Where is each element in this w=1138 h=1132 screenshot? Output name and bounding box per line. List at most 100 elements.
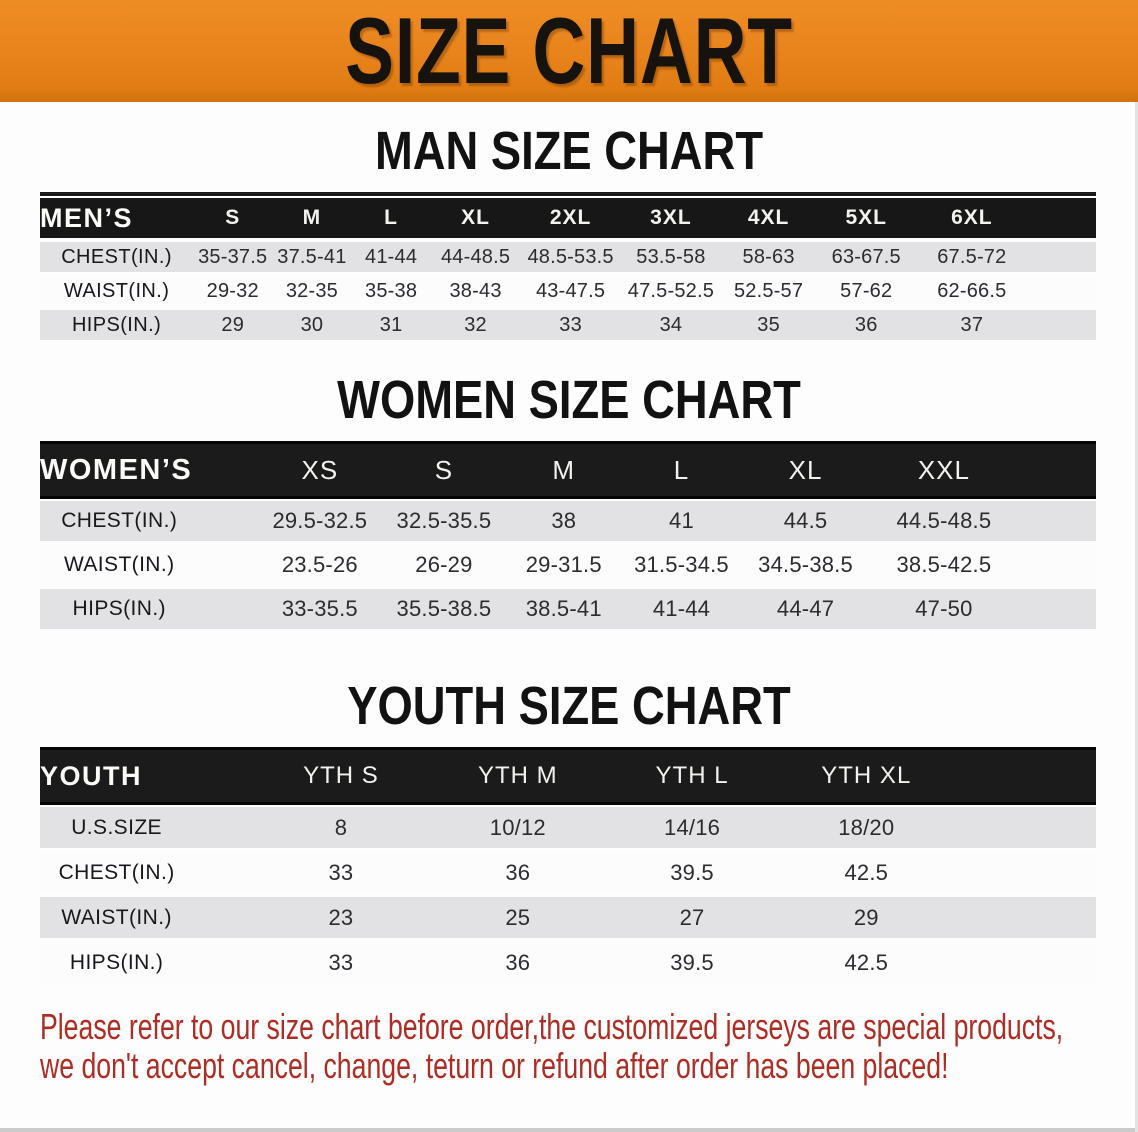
size-value-cell: 10/12 <box>430 805 605 850</box>
size-column-header: M <box>504 441 623 499</box>
table-row: WAIST(IN.) 23 25 27 29 <box>40 895 1096 940</box>
size-value-cell: 23 <box>251 895 431 940</box>
size-column-header: YTH XL <box>779 747 954 805</box>
size-value-cell: 48.5-53.5 <box>520 240 621 274</box>
size-column-header: 4XL <box>721 196 817 240</box>
size-value-cell: 41-44 <box>622 587 741 631</box>
size-value-cell: 26-29 <box>383 543 505 587</box>
size-value-cell: 35-38 <box>351 274 431 308</box>
size-column-header: XL <box>430 196 521 240</box>
size-value-cell: 38.5-41 <box>504 587 623 631</box>
table-row: CHEST(IN.) 29.5-32.5 32.5-35.5 38 41 44.5 44.5… <box>40 499 1096 543</box>
size-value-cell: 33-35.5 <box>256 587 384 631</box>
size-value-cell: 42.5 <box>779 850 954 895</box>
size-value-cell: 57-62 <box>816 274 917 308</box>
row-filler-cell <box>1016 587 1096 631</box>
measure-row-label: CHEST(IN.) <box>40 499 257 543</box>
header-filler-cell <box>1027 196 1096 240</box>
size-value-cell: 29.5-32.5 <box>256 499 384 543</box>
youth-section-heading: YOUTH SIZE CHART <box>347 676 791 736</box>
size-value-cell: 29-31.5 <box>504 543 623 587</box>
measure-row-label: CHEST(IN.) <box>40 850 252 895</box>
table-row: HIPS(IN.) 33 36 39.5 42.5 <box>40 940 1096 985</box>
row-filler-cell <box>1027 240 1096 274</box>
size-value-cell: 36 <box>816 308 917 342</box>
men-size-table: MEN’S S M L XL 2XL 3XL 4XL 5XL 6XL CHEST(IN.) 35-37… <box>40 192 1096 342</box>
row-filler-cell <box>1016 543 1096 587</box>
size-value-cell: 36 <box>430 940 605 985</box>
size-value-cell: 41-44 <box>351 240 431 274</box>
size-value-cell: 39.5 <box>604 850 780 895</box>
size-value-cell: 44-47 <box>740 587 872 631</box>
table-row: U.S.SIZE 8 10/12 14/16 18/20 <box>40 805 1096 850</box>
size-value-cell: 34 <box>620 308 722 342</box>
table-row: HIPS(IN.) 29 30 31 32 33 34 35 36 37 <box>40 308 1096 342</box>
size-value-cell: 29 <box>193 308 273 342</box>
size-value-cell: 33 <box>251 850 431 895</box>
size-value-cell: 38.5-42.5 <box>871 543 1017 587</box>
size-table-header-row: WOMEN’S XS S M L XL XXL <box>40 441 1096 499</box>
measure-row-label: WAIST(IN.) <box>40 895 252 940</box>
size-column-header: 5XL <box>816 196 917 240</box>
size-value-cell: 38 <box>504 499 623 543</box>
size-value-cell: 42.5 <box>779 940 954 985</box>
table-group-label: YOUTH <box>40 747 252 805</box>
table-row: CHEST(IN.) 33 36 39.5 42.5 <box>40 850 1096 895</box>
note-line-1: Please refer to our size chart before or… <box>40 1006 1064 1047</box>
size-value-cell: 31.5-34.5 <box>622 543 741 587</box>
measure-row-label: WAIST(IN.) <box>40 543 257 587</box>
table-row: CHEST(IN.) 35-37.5 37.5-41 41-44 44-48.5 48.5… <box>40 240 1096 274</box>
size-column-header: S <box>193 196 273 240</box>
section-women: WOMEN SIZE CHART WOMEN’S XS S M L XL XXL CHEST(… <box>0 373 1138 631</box>
size-column-header: S <box>383 441 505 499</box>
size-column-header: YTH L <box>604 747 780 805</box>
size-value-cell: 63-67.5 <box>816 240 917 274</box>
youth-size-table: YOUTH YTH S YTH M YTH L YTH XL U.S.SIZE 8 10/12… <box>40 747 1096 985</box>
footer-note: Please refer to our size chart before or… <box>40 1007 1096 1085</box>
size-column-header: 6XL <box>916 196 1028 240</box>
size-column-header: XS <box>256 441 384 499</box>
size-value-cell: 8 <box>251 805 431 850</box>
table-row: HIPS(IN.) 33-35.5 35.5-38.5 38.5-41 41-44 44-… <box>40 587 1096 631</box>
size-value-cell: 41 <box>622 499 741 543</box>
size-value-cell: 36 <box>430 850 605 895</box>
size-value-cell: 32-35 <box>272 274 352 308</box>
size-value-cell: 32.5-35.5 <box>383 499 505 543</box>
size-value-cell: 29-32 <box>193 274 273 308</box>
size-value-cell: 35-37.5 <box>193 240 273 274</box>
table-row: WAIST(IN.) 23.5-26 26-29 29-31.5 31.5-34.5 34… <box>40 543 1096 587</box>
size-column-header: 2XL <box>520 196 621 240</box>
row-filler-cell <box>1027 308 1096 342</box>
size-value-cell: 44.5 <box>740 499 872 543</box>
size-column-header: M <box>272 196 352 240</box>
size-value-cell: 27 <box>604 895 780 940</box>
size-value-cell: 14/16 <box>604 805 780 850</box>
size-value-cell: 25 <box>430 895 605 940</box>
size-column-header: 3XL <box>620 196 722 240</box>
size-column-header: L <box>622 441 741 499</box>
size-table-header-row: YOUTH YTH S YTH M YTH L YTH XL <box>40 747 1096 805</box>
table-group-label: WOMEN’S <box>40 441 257 499</box>
size-value-cell: 34.5-38.5 <box>740 543 872 587</box>
measure-row-label: WAIST(IN.) <box>40 274 194 308</box>
size-value-cell: 37 <box>916 308 1028 342</box>
size-column-header: YTH S <box>251 747 431 805</box>
measure-row-label: CHEST(IN.) <box>40 240 194 274</box>
size-value-cell: 44-48.5 <box>430 240 521 274</box>
table-row: WAIST(IN.) 29-32 32-35 35-38 38-43 43-47.5 47.… <box>40 274 1096 308</box>
row-filler-cell <box>1016 499 1096 543</box>
size-value-cell: 23.5-26 <box>256 543 384 587</box>
banner: SIZE CHART <box>0 0 1138 102</box>
size-value-cell: 44.5-48.5 <box>871 499 1017 543</box>
size-table-header-row: MEN’S S M L XL 2XL 3XL 4XL 5XL 6XL <box>40 196 1096 240</box>
measure-row-label: HIPS(IN.) <box>40 308 194 342</box>
note-line-2: we don't accept cancel, change, teturn o… <box>40 1045 949 1086</box>
header-filler-cell <box>1016 441 1096 499</box>
size-value-cell: 52.5-57 <box>721 274 817 308</box>
women-size-table: WOMEN’S XS S M L XL XXL CHEST(IN.) 29.5-32.5 32.5… <box>40 441 1096 631</box>
size-value-cell: 37.5-41 <box>272 240 352 274</box>
measure-row-label: HIPS(IN.) <box>40 940 252 985</box>
section-youth: YOUTH SIZE CHART YOUTH YTH S YTH M YTH L YTH… <box>0 676 1138 985</box>
size-value-cell: 29 <box>779 895 954 940</box>
size-column-header: XL <box>740 441 872 499</box>
